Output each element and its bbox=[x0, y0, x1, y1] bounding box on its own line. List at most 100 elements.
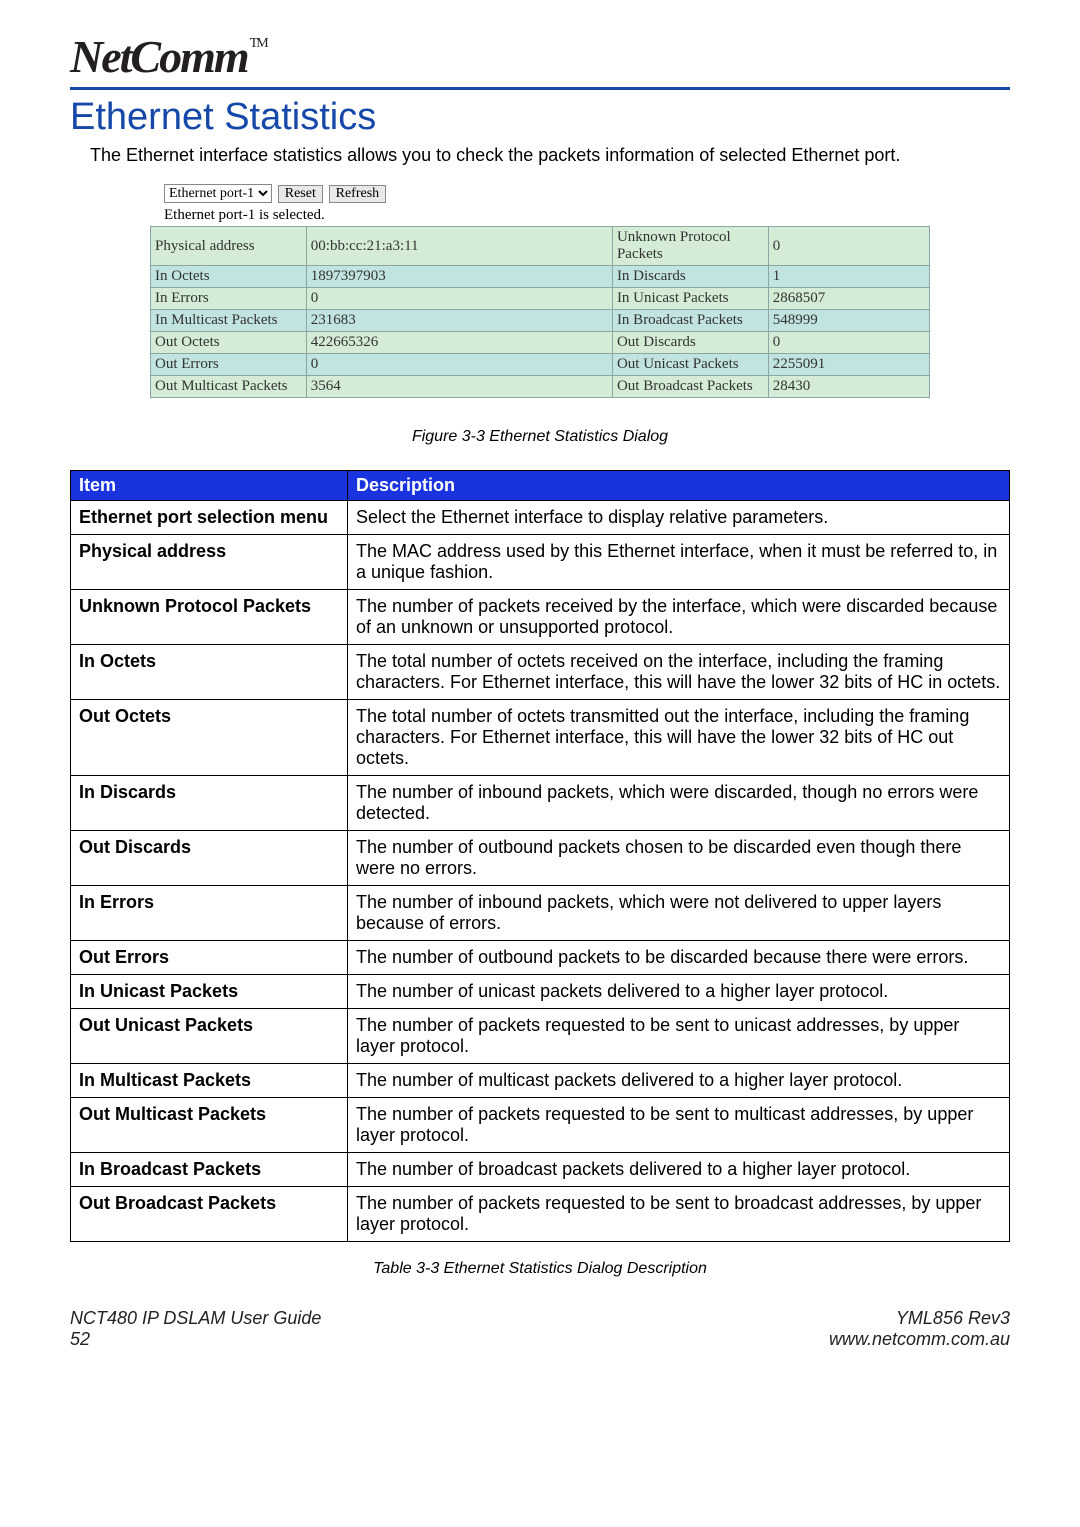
desc-text: The number of broadcast packets delivere… bbox=[348, 1153, 1010, 1187]
stat-value: 0 bbox=[768, 332, 929, 354]
desc-row: In OctetsThe total number of octets rece… bbox=[71, 645, 1010, 700]
selected-port-text: Ethernet port-1 is selected. bbox=[164, 207, 930, 224]
desc-item: In Discards bbox=[71, 776, 348, 831]
footer-rev: YML856 Rev3 bbox=[829, 1308, 1010, 1329]
desc-item: In Octets bbox=[71, 645, 348, 700]
page-container: NetComm TM Ethernet Statistics The Ether… bbox=[0, 0, 1080, 1370]
stat-label: In Multicast Packets bbox=[151, 310, 307, 332]
desc-item: Out Multicast Packets bbox=[71, 1098, 348, 1153]
footer-url: www.netcomm.com.au bbox=[829, 1329, 1010, 1350]
desc-row: Out DiscardsThe number of outbound packe… bbox=[71, 831, 1010, 886]
desc-text: The number of inbound packets, which wer… bbox=[348, 886, 1010, 941]
desc-text: The total number of octets received on t… bbox=[348, 645, 1010, 700]
port-select[interactable]: Ethernet port-1 bbox=[164, 184, 272, 203]
description-table: Item Description Ethernet port selection… bbox=[70, 470, 1010, 1242]
stats-row: Physical address00:bb:cc:21:a3:11Unknown… bbox=[151, 227, 930, 266]
stats-row: In Octets1897397903In Discards1 bbox=[151, 266, 930, 288]
stats-row: In Errors0In Unicast Packets2868507 bbox=[151, 288, 930, 310]
stat-value: 231683 bbox=[306, 310, 612, 332]
footer-page-number: 52 bbox=[70, 1329, 321, 1350]
stat-label: Out Broadcast Packets bbox=[612, 376, 768, 398]
desc-row: In Multicast PacketsThe number of multic… bbox=[71, 1064, 1010, 1098]
stat-value: 2255091 bbox=[768, 354, 929, 376]
desc-item: Out Broadcast Packets bbox=[71, 1187, 348, 1242]
desc-item: In Broadcast Packets bbox=[71, 1153, 348, 1187]
stat-value: 0 bbox=[768, 227, 929, 266]
desc-item: Ethernet port selection menu bbox=[71, 501, 348, 535]
page-footer: NCT480 IP DSLAM User Guide 52 YML856 Rev… bbox=[70, 1308, 1010, 1350]
desc-item: Out Octets bbox=[71, 700, 348, 776]
stat-value: 1897397903 bbox=[306, 266, 612, 288]
header-item: Item bbox=[71, 471, 348, 501]
desc-item: Physical address bbox=[71, 535, 348, 590]
desc-text: The number of packets requested to be se… bbox=[348, 1187, 1010, 1242]
stat-label: Out Octets bbox=[151, 332, 307, 354]
desc-row: In Broadcast PacketsThe number of broadc… bbox=[71, 1153, 1010, 1187]
stat-value: 422665326 bbox=[306, 332, 612, 354]
desc-row: Out Broadcast PacketsThe number of packe… bbox=[71, 1187, 1010, 1242]
logo-text: NetComm bbox=[70, 30, 248, 83]
stat-label: Physical address bbox=[151, 227, 307, 266]
desc-item: In Unicast Packets bbox=[71, 975, 348, 1009]
stat-label: In Broadcast Packets bbox=[612, 310, 768, 332]
stat-value: 28430 bbox=[768, 376, 929, 398]
desc-item: In Multicast Packets bbox=[71, 1064, 348, 1098]
page-title: Ethernet Statistics bbox=[70, 96, 1010, 139]
desc-item: In Errors bbox=[71, 886, 348, 941]
desc-text: The number of multicast packets delivere… bbox=[348, 1064, 1010, 1098]
footer-guide: NCT480 IP DSLAM User Guide bbox=[70, 1308, 321, 1329]
desc-text: The number of packets requested to be se… bbox=[348, 1098, 1010, 1153]
desc-text: The number of outbound packets chosen to… bbox=[348, 831, 1010, 886]
header-description: Description bbox=[348, 471, 1010, 501]
logo-tm: TM bbox=[250, 36, 267, 52]
desc-row: In ErrorsThe number of inbound packets, … bbox=[71, 886, 1010, 941]
stat-label: Out Discards bbox=[612, 332, 768, 354]
desc-item: Out Unicast Packets bbox=[71, 1009, 348, 1064]
dialog-controls: Ethernet port-1 Reset Refresh bbox=[164, 184, 930, 203]
desc-text: The MAC address used by this Ethernet in… bbox=[348, 535, 1010, 590]
stat-value: 0 bbox=[306, 354, 612, 376]
stat-label: Unknown Protocol Packets bbox=[612, 227, 768, 266]
reset-button[interactable]: Reset bbox=[278, 185, 323, 203]
desc-row: In DiscardsThe number of inbound packets… bbox=[71, 776, 1010, 831]
desc-header-row: Item Description bbox=[71, 471, 1010, 501]
intro-text: The Ethernet interface statistics allows… bbox=[90, 145, 1010, 166]
desc-text: The total number of octets transmitted o… bbox=[348, 700, 1010, 776]
desc-row: Out ErrorsThe number of outbound packets… bbox=[71, 941, 1010, 975]
desc-text: The number of packets requested to be se… bbox=[348, 1009, 1010, 1064]
desc-text: The number of unicast packets delivered … bbox=[348, 975, 1010, 1009]
stat-value: 548999 bbox=[768, 310, 929, 332]
desc-text: The number of packets received by the in… bbox=[348, 590, 1010, 645]
logo: NetComm TM bbox=[70, 30, 1010, 83]
stats-table: Physical address00:bb:cc:21:a3:11Unknown… bbox=[150, 226, 930, 398]
stat-value: 0 bbox=[306, 288, 612, 310]
stats-row: Out Errors0Out Unicast Packets2255091 bbox=[151, 354, 930, 376]
desc-item: Out Discards bbox=[71, 831, 348, 886]
desc-row: Physical addressThe MAC address used by … bbox=[71, 535, 1010, 590]
stat-label: In Errors bbox=[151, 288, 307, 310]
stat-label: In Discards bbox=[612, 266, 768, 288]
stats-row: Out Multicast Packets3564Out Broadcast P… bbox=[151, 376, 930, 398]
stats-row: In Multicast Packets231683In Broadcast P… bbox=[151, 310, 930, 332]
desc-row: Out OctetsThe total number of octets tra… bbox=[71, 700, 1010, 776]
desc-row: In Unicast PacketsThe number of unicast … bbox=[71, 975, 1010, 1009]
stat-label: Out Multicast Packets bbox=[151, 376, 307, 398]
stat-value: 2868507 bbox=[768, 288, 929, 310]
refresh-button[interactable]: Refresh bbox=[329, 185, 387, 203]
desc-row: Ethernet port selection menuSelect the E… bbox=[71, 501, 1010, 535]
header-rule bbox=[70, 87, 1010, 90]
desc-row: Out Unicast PacketsThe number of packets… bbox=[71, 1009, 1010, 1064]
footer-left: NCT480 IP DSLAM User Guide 52 bbox=[70, 1308, 321, 1350]
stat-label: In Octets bbox=[151, 266, 307, 288]
table-caption: Table 3-3 Ethernet Statistics Dialog Des… bbox=[70, 1260, 1010, 1278]
ethernet-stats-dialog: Ethernet port-1 Reset Refresh Ethernet p… bbox=[150, 184, 930, 398]
stat-value: 3564 bbox=[306, 376, 612, 398]
desc-text: The number of inbound packets, which wer… bbox=[348, 776, 1010, 831]
stat-value: 1 bbox=[768, 266, 929, 288]
desc-item: Unknown Protocol Packets bbox=[71, 590, 348, 645]
desc-row: Unknown Protocol PacketsThe number of pa… bbox=[71, 590, 1010, 645]
stats-row: Out Octets422665326Out Discards0 bbox=[151, 332, 930, 354]
stat-label: Out Unicast Packets bbox=[612, 354, 768, 376]
figure-caption: Figure 3-3 Ethernet Statistics Dialog bbox=[70, 428, 1010, 446]
stat-label: Out Errors bbox=[151, 354, 307, 376]
